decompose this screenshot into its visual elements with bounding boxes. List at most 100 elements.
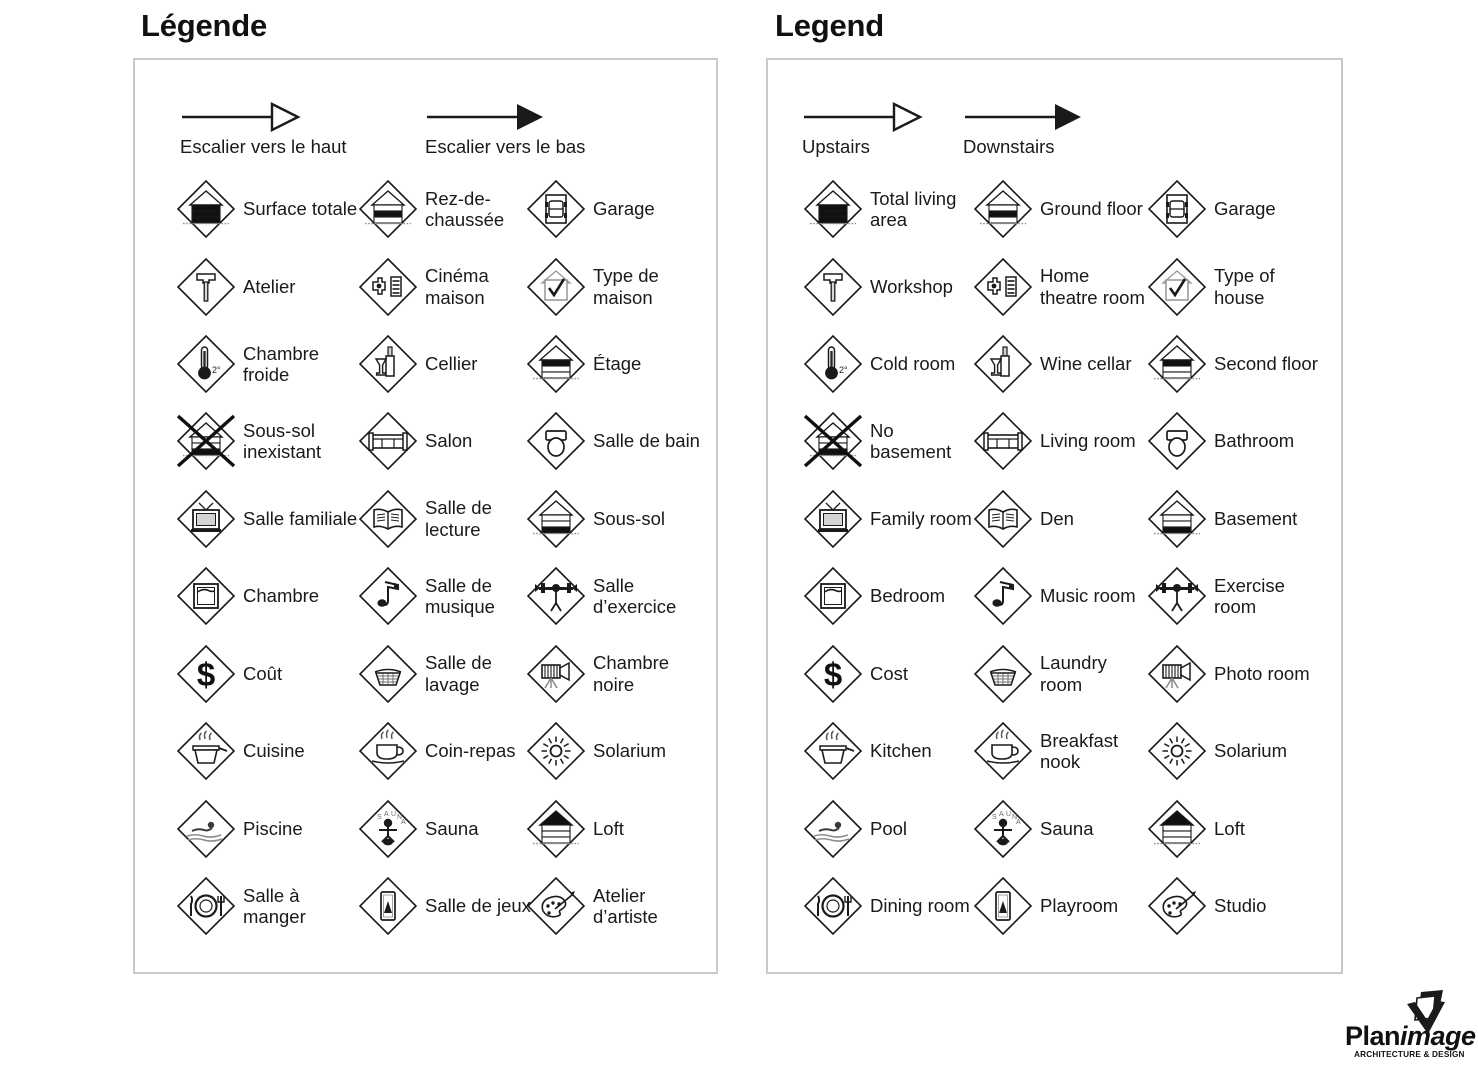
legend-entry[interactable]: Salle de musique (357, 565, 535, 627)
pool-swimmer-icon (175, 798, 237, 860)
legend-entry[interactable]: Salle de lecture (357, 488, 535, 550)
legend-entry[interactable]: Atelier d’artiste (525, 875, 711, 937)
legend-entry-label: Bedroom (870, 585, 946, 607)
legend-entry[interactable]: Cellier (357, 333, 535, 395)
loft-icon (1146, 798, 1208, 860)
legend-entry[interactable]: Dining room (802, 875, 978, 937)
legend-entry[interactable]: 2° Cold room (802, 333, 978, 395)
legend-entry[interactable]: Living room (972, 410, 1152, 472)
family-room-tv-icon (802, 488, 864, 550)
svg-text:2°: 2° (839, 365, 848, 375)
legend-entry[interactable]: S A U N A Sauna (357, 798, 535, 860)
legend-entry[interactable]: No basement (802, 410, 978, 472)
legend-entry[interactable]: Total living area (802, 178, 978, 240)
legend-entry-label: Cost (870, 662, 909, 684)
legend-entry[interactable]: Workshop (802, 256, 978, 318)
bedroom-icon (802, 565, 864, 627)
family-room-tv-icon (175, 488, 237, 550)
legend-entry-label: Cold room (870, 353, 956, 375)
stairs-legend-row: Escalier vers le haut Escalier vers le ba… (135, 100, 716, 178)
legend-entry[interactable]: Salle familiale (175, 488, 363, 550)
legend-entry[interactable]: Photo room (1146, 643, 1326, 705)
legend-entry[interactable]: Second floor (1146, 333, 1326, 395)
legend-entry[interactable]: Salle de jeux (357, 875, 535, 937)
basement-icon (525, 488, 587, 550)
legend-entry[interactable]: Loft (1146, 798, 1326, 860)
legend-entry[interactable]: Salle d’exercice (525, 565, 711, 627)
basement-icon (1146, 488, 1208, 550)
exercise-room-weights-icon (1146, 565, 1208, 627)
legend-entry[interactable]: Atelier (175, 256, 363, 318)
legend-entry[interactable]: Den (972, 488, 1152, 550)
legend-entry[interactable]: Loft (525, 798, 711, 860)
legend-entry[interactable]: Pool (802, 798, 978, 860)
legend-entry-label: Pool (870, 817, 908, 839)
legend-entry[interactable]: Garage (1146, 178, 1326, 240)
legend-entry[interactable]: Studio (1146, 875, 1326, 937)
legend-entry[interactable]: Rez-de-chaussée (357, 178, 535, 240)
legend-entry[interactable]: Ground floor (972, 178, 1152, 240)
legend-entry[interactable]: Cuisine (175, 720, 363, 782)
legend-entry[interactable]: $ Cost (802, 643, 978, 705)
legend-entry[interactable]: Solarium (525, 720, 711, 782)
legend-entry[interactable]: Chambre (175, 565, 363, 627)
photo-room-camera-icon (525, 643, 587, 705)
legend-entry[interactable]: Bedroom (802, 565, 978, 627)
legend-entry-label: Studio (1214, 895, 1267, 917)
legend-entry-label: Solarium (1214, 740, 1287, 762)
legend-entry[interactable]: Family room (802, 488, 978, 550)
legend-entry-label: Exercise room (1214, 574, 1285, 617)
legend-entry[interactable]: Salon (357, 410, 535, 472)
legend-entry[interactable]: Garage (525, 178, 711, 240)
legend-entry[interactable]: Type of house (1146, 256, 1326, 318)
legend-entry[interactable]: Solarium (1146, 720, 1326, 782)
legend-entry[interactable]: Basement (1146, 488, 1326, 550)
legend-entry[interactable]: Type de maison (525, 256, 711, 318)
legend-entry[interactable]: Piscine (175, 798, 363, 860)
legend-entry-label: Playroom (1040, 895, 1119, 917)
music-room-note-icon (972, 565, 1034, 627)
legend-entry[interactable]: Coin-repas (357, 720, 535, 782)
legend-entry[interactable]: Salle de lavage (357, 643, 535, 705)
legend-entry-label: Cellier (425, 353, 478, 375)
kitchen-pot-icon (802, 720, 864, 782)
laundry-room-basket-icon (972, 643, 1034, 705)
arrow-up-stairs-icon (180, 100, 347, 134)
legend-entry[interactable]: $ Coût (175, 643, 363, 705)
workshop-hammer-icon (802, 256, 864, 318)
legend-entry-label: Piscine (243, 817, 303, 839)
legend-entry[interactable]: Salle à manger (175, 875, 363, 937)
legend-entry[interactable]: Salle de bain (525, 410, 711, 472)
legend-entry[interactable]: Bathroom (1146, 410, 1326, 472)
legend-entry-label: Salle de jeux (425, 895, 531, 917)
legend-panel-fr: Escalier vers le haut Escalier vers le ba… (133, 58, 718, 974)
legend-entry[interactable]: Home theatre room (972, 256, 1152, 318)
legend-entry[interactable]: Laundry room (972, 643, 1152, 705)
legend-entry[interactable]: S A U N A Sauna (972, 798, 1152, 860)
second-floor-icon (1146, 333, 1208, 395)
stairs-entry: Escalier vers le bas (425, 100, 585, 158)
legend-entry[interactable]: Wine cellar (972, 333, 1152, 395)
legend-entry[interactable]: Music room (972, 565, 1152, 627)
cost-dollar-icon: $ (802, 643, 864, 705)
legend-entry[interactable]: 2° Chambre froide (175, 333, 363, 395)
legend-entry[interactable]: Playroom (972, 875, 1152, 937)
workshop-hammer-icon (175, 256, 237, 318)
legend-entry-label: Chambre noire (593, 652, 670, 695)
legend-entry[interactable]: Exercise room (1146, 565, 1326, 627)
legend-entry-label: Living room (1040, 430, 1136, 452)
legend-entry[interactable]: Chambre noire (525, 643, 711, 705)
svg-text:U: U (391, 811, 396, 818)
legend-entry[interactable]: Étage (525, 333, 711, 395)
legend-entry[interactable]: Sous-sol inexistant (175, 410, 363, 472)
legend-entry[interactable]: Kitchen (802, 720, 978, 782)
legend-entry[interactable]: Sous-sol (525, 488, 711, 550)
legend-entry-label: Den (1040, 507, 1074, 529)
legend-entry[interactable]: Surface totale (175, 178, 363, 240)
legend-entry[interactable]: Cinéma maison (357, 256, 535, 318)
breakfast-nook-cup-icon (972, 720, 1034, 782)
legend-entry[interactable]: Breakfast nook (972, 720, 1152, 782)
legend-entry-label: Salle de lecture (425, 497, 492, 540)
bathroom-toilet-icon (525, 410, 587, 472)
